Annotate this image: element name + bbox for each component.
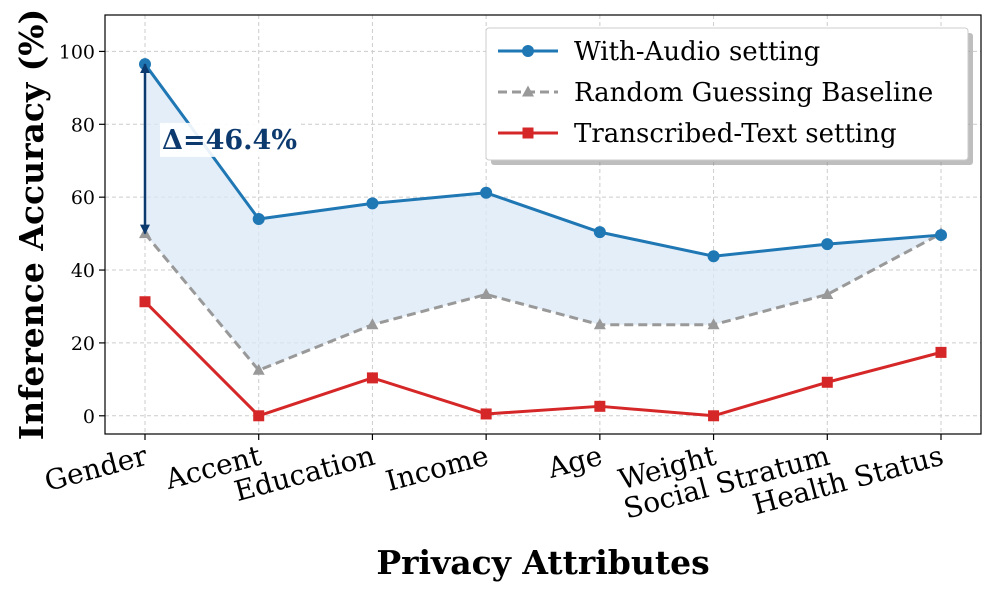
- data-point-with-audio-setting-social-stratum: [821, 238, 834, 251]
- legend-marker-transcribed-text-setting: [522, 127, 534, 139]
- y-tick-label-80: 80: [71, 114, 95, 136]
- x-tick-label-income: Income: [382, 439, 492, 498]
- x-tick-label-age: Age: [543, 439, 605, 485]
- series-transcribed-text-setting: [139, 296, 947, 422]
- data-point-with-audio-setting-weight: [707, 250, 720, 263]
- legend-item-transcribed-text-setting: Transcribed-Text setting: [498, 119, 897, 149]
- data-point-transcribed-text-setting-gender: [139, 296, 151, 308]
- legend-label-random-guessing-baseline: Random Guessing Baseline: [574, 78, 933, 108]
- legend-box: [485, 27, 969, 161]
- data-point-with-audio-setting-education: [366, 197, 379, 210]
- data-point-transcribed-text-setting-social-stratum: [821, 376, 833, 388]
- delta-label-background: [160, 122, 300, 157]
- x-axis-label: Privacy Attributes: [376, 543, 709, 582]
- data-point-transcribed-text-setting-accent: [253, 410, 265, 422]
- series-layer: [139, 58, 947, 422]
- legend: With-Audio setting Random Guessing Baseli…: [485, 27, 973, 165]
- y-tick-label-60: 60: [71, 187, 95, 209]
- data-point-with-audio-setting-age: [593, 226, 606, 239]
- y-axis-label: Inference Accuracy (%): [12, 9, 51, 440]
- plot-area: [104, 14, 982, 435]
- data-point-transcribed-text-setting-health-status: [935, 346, 947, 358]
- legend-item-random-guessing-baseline: Random Guessing Baseline: [498, 78, 933, 108]
- data-point-transcribed-text-setting-income: [480, 408, 492, 420]
- series-line-with-audio-setting: [143, 63, 942, 258]
- y-tick-label-40: 40: [71, 260, 95, 282]
- series-line-transcribed-text-setting: [143, 300, 942, 418]
- y-tick-label-20: 20: [71, 333, 95, 355]
- legend-marker-with-audio-setting: [522, 45, 534, 57]
- gap-fill-area: [145, 64, 941, 371]
- legend-label-transcribed-text-setting: Transcribed-Text setting: [574, 119, 897, 149]
- data-point-random-guessing-baseline-education: [366, 318, 379, 330]
- data-point-with-audio-setting-health-status: [935, 229, 947, 242]
- legend-label-with-audio-setting: With-Audio setting: [574, 37, 820, 67]
- delta-annotation: Δ=46.4%: [140, 63, 300, 235]
- y-tick-label-100: 100: [59, 41, 95, 63]
- series-line-random-guessing-baseline: [143, 232, 942, 372]
- data-point-transcribed-text-setting-weight: [708, 410, 720, 422]
- data-point-random-guessing-baseline-accent: [252, 363, 265, 375]
- data-point-random-guessing-baseline-income: [480, 287, 493, 299]
- data-point-with-audio-setting-accent: [252, 213, 265, 226]
- data-point-transcribed-text-setting-education: [366, 372, 378, 384]
- data-point-random-guessing-baseline-age: [593, 318, 606, 330]
- data-point-random-guessing-baseline-weight: [707, 318, 720, 330]
- x-tick-label-gender: Gender: [41, 439, 151, 498]
- data-point-with-audio-setting-income: [480, 186, 493, 199]
- data-point-transcribed-text-setting-age: [594, 400, 606, 412]
- legend-item-with-audio-setting: With-Audio setting: [498, 37, 820, 67]
- legend-marker-random-guessing-baseline: [522, 85, 534, 97]
- y-axis-ticks: 0 20 40 60 80 100: [59, 41, 105, 428]
- y-tick-label-0: 0: [83, 406, 95, 428]
- delta-label: Δ=46.4%: [162, 125, 297, 156]
- data-point-random-guessing-baseline-social-stratum: [821, 287, 834, 299]
